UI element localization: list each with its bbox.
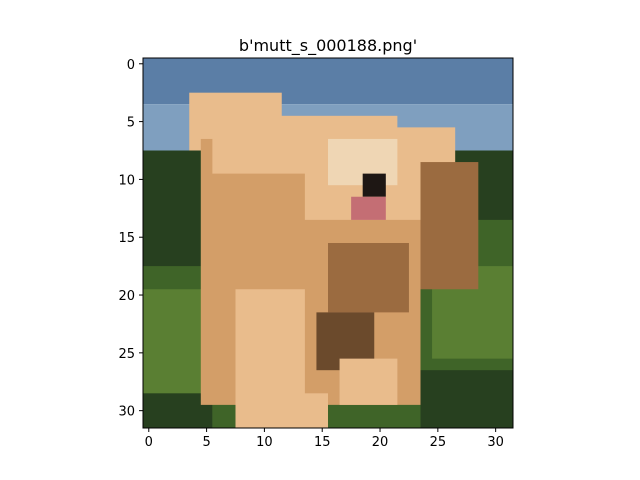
y-tick-label: 10 <box>118 173 135 188</box>
x-tick-label: 5 <box>202 435 210 450</box>
y-tick-label: 25 <box>118 347 135 362</box>
plot-title: b'mutt_s_000188.png' <box>239 36 417 56</box>
axes-frame <box>142 57 514 429</box>
y-tick-label: 5 <box>127 116 135 131</box>
x-tick-label: 20 <box>372 435 389 450</box>
x-tick-label: 30 <box>487 435 504 450</box>
x-tick-label: 10 <box>256 435 273 450</box>
y-axis: 0 5 10 15 20 25 30 <box>118 58 143 420</box>
dog-leg <box>235 289 305 405</box>
x-axis: 0 5 10 15 20 25 30 <box>145 428 504 450</box>
dog-tongue <box>351 196 386 220</box>
x-tick-label: 25 <box>430 435 447 450</box>
y-tick-label: 20 <box>118 289 135 304</box>
grass-region <box>420 370 513 428</box>
x-tick-label: 15 <box>314 435 331 450</box>
dog-chest-shadow <box>328 243 409 313</box>
y-tick-label: 15 <box>118 231 135 246</box>
x-tick-label: 0 <box>145 435 153 450</box>
dog-nose <box>362 173 386 197</box>
dog-paw <box>235 393 328 428</box>
dog-paw <box>339 358 398 405</box>
y-tick-label: 30 <box>118 405 135 420</box>
dog-ear <box>420 162 479 290</box>
y-tick-label: 0 <box>127 58 135 73</box>
grass-region <box>143 150 201 267</box>
dog-image <box>143 58 513 428</box>
